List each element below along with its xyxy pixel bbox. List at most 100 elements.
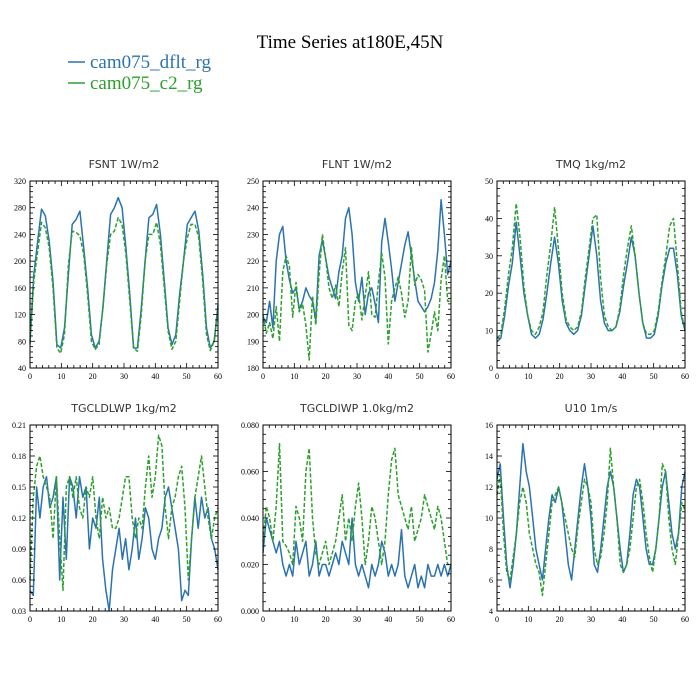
chart-panel-3: TMQ 1kg/m2 0 10 20 30 40 50 60 0 10 20 30 40 50 bbox=[485, 158, 689, 381]
x-tick-label: 60 bbox=[681, 615, 689, 624]
panel-title: FLNT 1W/m2 bbox=[322, 158, 392, 171]
y-tick-label: 12 bbox=[485, 483, 493, 492]
x-tick-label: 20 bbox=[322, 615, 330, 624]
x-tick-label: 30 bbox=[120, 372, 128, 381]
y-tick-label: 120 bbox=[14, 311, 26, 320]
series-line-c2 bbox=[262, 233, 451, 361]
y-tick-label: 0.06 bbox=[12, 576, 26, 585]
plot-frame bbox=[29, 180, 219, 369]
x-tick-label: 40 bbox=[151, 615, 159, 624]
panel-title: TGCLDIWP 1.0kg/m2 bbox=[299, 402, 414, 415]
x-tick-label: 30 bbox=[587, 615, 595, 624]
y-tick-label: 30 bbox=[485, 252, 493, 261]
y-tick-label: 10 bbox=[485, 514, 493, 523]
y-tick-label: 20 bbox=[485, 289, 493, 298]
x-tick-label: 0 bbox=[495, 615, 499, 624]
x-tick-label: 40 bbox=[618, 372, 626, 381]
panel-title: FSNT 1W/m2 bbox=[89, 158, 160, 171]
y-tick-label: 14 bbox=[485, 452, 493, 461]
x-tick-label: 50 bbox=[183, 615, 191, 624]
y-tick-label: 0.03 bbox=[12, 607, 26, 616]
series-line-dflt bbox=[262, 517, 452, 589]
y-tick-label: 0.21 bbox=[12, 421, 26, 430]
x-tick-label: 20 bbox=[89, 372, 97, 381]
x-tick-label: 60 bbox=[681, 372, 689, 381]
y-tick-label: 280 bbox=[14, 204, 26, 213]
x-tick-label: 50 bbox=[416, 372, 424, 381]
y-tick-label: 0.060 bbox=[241, 468, 259, 477]
x-tick-label: 20 bbox=[322, 372, 330, 381]
y-tick-label: 0.080 bbox=[241, 421, 259, 430]
panel-title: TGCLDLWP 1kg/m2 bbox=[70, 402, 176, 415]
chart-panel-2: FLNT 1W/m2 0 10 20 30 40 50 60 180 190 200 210 220 23… bbox=[247, 158, 455, 381]
x-tick-label: 30 bbox=[353, 615, 361, 624]
y-tick-label: 0.000 bbox=[241, 607, 259, 616]
x-tick-label: 50 bbox=[650, 372, 658, 381]
y-tick-label: 16 bbox=[485, 421, 493, 430]
y-tick-label: 190 bbox=[247, 337, 259, 346]
x-tick-label: 10 bbox=[57, 615, 65, 624]
panel-title: TMQ 1kg/m2 bbox=[555, 158, 626, 171]
series-line-dflt bbox=[262, 198, 452, 329]
y-tick-label: 80 bbox=[18, 337, 26, 346]
y-tick-label: 4 bbox=[489, 607, 493, 616]
y-tick-label: 200 bbox=[14, 257, 26, 266]
legend-label-dflt: cam075_dflt_rg bbox=[90, 52, 212, 73]
series-line-dflt bbox=[29, 196, 219, 349]
x-tick-label: 50 bbox=[183, 372, 191, 381]
chart-panel-5: TGCLDIWP 1.0kg/m2 0 10 20 30 40 50 60 0.000 0.020… bbox=[241, 402, 455, 624]
legend-label-c2: cam075_c2_rg bbox=[90, 73, 203, 94]
x-tick-label: 50 bbox=[650, 615, 658, 624]
x-tick-label: 10 bbox=[290, 615, 298, 624]
series-line-c2 bbox=[496, 447, 686, 597]
y-tick-label: 160 bbox=[14, 284, 26, 293]
legend: cam075_dflt_rg cam075_c2_rg bbox=[68, 52, 212, 94]
y-tick-label: 0.09 bbox=[12, 545, 26, 554]
x-tick-label: 0 bbox=[495, 372, 499, 381]
y-tick-label: 0.12 bbox=[12, 514, 26, 523]
series-line-dflt bbox=[496, 442, 686, 589]
x-tick-label: 50 bbox=[416, 615, 424, 624]
y-tick-label: 0.040 bbox=[241, 514, 259, 523]
y-tick-label: 40 bbox=[18, 364, 26, 373]
panels: FSNT 1W/m20 10 20 30 40 50 6040801201602002402… bbox=[12, 158, 689, 624]
chart-panel-4: TGCLDLWP 1kg/m2 0 10 20 30 40 50 60 0.03 0.06 0.09… bbox=[12, 402, 222, 624]
x-tick-label: 20 bbox=[556, 615, 564, 624]
plot-frame bbox=[262, 180, 452, 369]
y-tick-label: 230 bbox=[247, 230, 259, 239]
x-tick-label: 30 bbox=[587, 372, 595, 381]
x-tick-label: 0 bbox=[28, 615, 32, 624]
series-line-dflt bbox=[496, 221, 686, 343]
x-tick-label: 40 bbox=[384, 615, 392, 624]
x-tick-label: 10 bbox=[57, 372, 65, 381]
y-tick-label: 320 bbox=[14, 177, 26, 186]
x-tick-label: 60 bbox=[214, 372, 222, 381]
series-line-dflt bbox=[29, 475, 219, 612]
y-tick-label: 250 bbox=[247, 177, 259, 186]
y-tick-label: 8 bbox=[489, 545, 493, 554]
x-tick-label: 10 bbox=[524, 615, 532, 624]
y-tick-label: 0.18 bbox=[12, 452, 26, 461]
x-tick-label: 20 bbox=[89, 615, 97, 624]
chart-panel-1: FSNT 1W/m2 0 10 20 30 40 50 60 40 80 120 160 200 240 2… bbox=[14, 158, 222, 381]
x-tick-label: 20 bbox=[556, 372, 564, 381]
y-tick-label: 220 bbox=[247, 257, 259, 266]
y-tick-label: 40 bbox=[485, 214, 493, 223]
y-tick-label: 10 bbox=[485, 327, 493, 336]
x-tick-label: 40 bbox=[384, 372, 392, 381]
y-tick-label: 210 bbox=[247, 284, 259, 293]
x-tick-label: 0 bbox=[28, 372, 32, 381]
y-tick-label: 240 bbox=[14, 230, 26, 239]
y-tick-label: 200 bbox=[247, 311, 259, 320]
series-line-c2 bbox=[496, 202, 686, 339]
chart-panel-6: U10 1m/s 0 10 20 30 40 50 60 4 6 8 10 12 14 16 bbox=[485, 402, 689, 624]
x-tick-label: 0 bbox=[261, 615, 265, 624]
series-line-c2 bbox=[29, 216, 219, 355]
y-tick-label: 0 bbox=[489, 364, 493, 373]
plot-frame bbox=[496, 180, 686, 369]
x-tick-label: 30 bbox=[120, 615, 128, 624]
x-tick-label: 40 bbox=[151, 372, 159, 381]
y-tick-label: 0.15 bbox=[12, 483, 26, 492]
x-tick-label: 10 bbox=[290, 372, 298, 381]
